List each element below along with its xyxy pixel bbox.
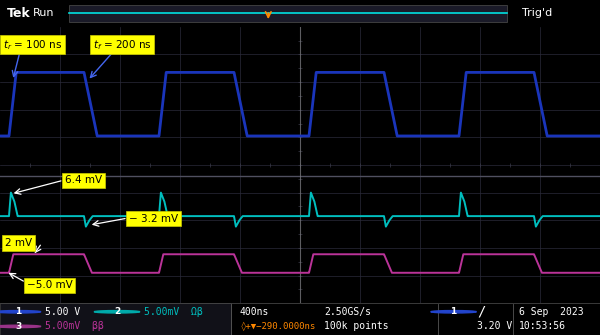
Text: $t_r$ = 100 ns: $t_r$ = 100 ns: [3, 38, 62, 52]
Circle shape: [0, 325, 41, 328]
Text: 3: 3: [15, 322, 21, 331]
Circle shape: [94, 311, 140, 313]
Text: Trig'd: Trig'd: [522, 8, 552, 18]
Text: Tek: Tek: [7, 7, 31, 20]
Text: 6.4 mV: 6.4 mV: [65, 175, 102, 185]
Text: 6 Sep  2023: 6 Sep 2023: [519, 307, 584, 317]
Text: 2.50GS/s: 2.50GS/s: [324, 307, 371, 317]
Text: 10:53:56: 10:53:56: [519, 321, 566, 331]
Text: 2 mV: 2 mV: [5, 238, 32, 248]
Bar: [69, 5, 507, 22]
Text: −5.0 mV: −5.0 mV: [27, 280, 73, 290]
Bar: [0, 303, 231, 335]
Circle shape: [0, 311, 41, 313]
Text: 1: 1: [15, 307, 21, 316]
Text: 2: 2: [114, 307, 120, 316]
Circle shape: [431, 311, 476, 313]
Text: − 3.2 mV: − 3.2 mV: [129, 214, 178, 224]
Text: 100k points: 100k points: [324, 321, 389, 331]
Text: 5.00 V: 5.00 V: [45, 307, 80, 317]
Text: /: /: [477, 305, 485, 319]
Text: Run: Run: [33, 8, 55, 18]
Text: 5.00mV  ββ: 5.00mV ββ: [45, 321, 104, 331]
Text: 1: 1: [451, 307, 457, 316]
Text: $t_f$ = 200 ns: $t_f$ = 200 ns: [93, 38, 152, 52]
Text: 3.20 V: 3.20 V: [477, 321, 512, 331]
Text: 5.00mV  Ωβ: 5.00mV Ωβ: [144, 307, 203, 317]
Text: 400ns: 400ns: [240, 307, 269, 317]
Text: ◊+▼−290.0000ns: ◊+▼−290.0000ns: [240, 322, 315, 331]
